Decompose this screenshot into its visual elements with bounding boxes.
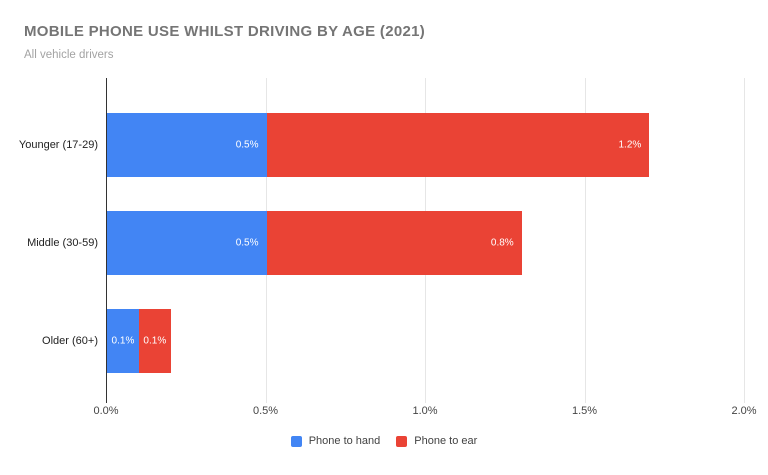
bar-value-label: 1.2% xyxy=(618,139,642,151)
bar-value-label: 0.1% xyxy=(143,335,167,347)
bar-segment-phone-to-hand[interactable]: 0.1% xyxy=(107,309,139,373)
legend-swatch-phone-to-hand xyxy=(290,435,302,447)
legend-swatch-phone-to-ear xyxy=(396,435,408,447)
gridline-2.0% xyxy=(744,78,745,403)
bar-segment-phone-to-ear[interactable]: 1.2% xyxy=(266,113,650,177)
category-label: Younger (17-29) xyxy=(18,139,98,151)
x-axis-tick-label: 0.5% xyxy=(252,405,279,417)
bar-segment-phone-to-ear[interactable]: 0.1% xyxy=(138,309,171,373)
bar-value-label: 0.5% xyxy=(235,237,259,249)
gridline-1.5% xyxy=(584,78,586,403)
bar-value-label: 0.1% xyxy=(111,335,135,347)
chart-title: MOBILE PHONE USE WHILST DRIVING BY AGE (… xyxy=(24,23,426,40)
legend: Phone to hand Phone to ear xyxy=(0,435,768,447)
x-axis-tick-label: 1.0% xyxy=(412,405,438,417)
bar-value-label: 0.8% xyxy=(490,237,514,249)
x-axis-tick-label: 2.0% xyxy=(731,405,757,417)
category-label: Middle (30-59) xyxy=(27,237,98,249)
x-axis-tick-label: 1.5% xyxy=(571,405,598,417)
legend-item-phone-to-hand[interactable]: Phone to hand xyxy=(290,435,381,447)
bar-segment-phone-to-hand[interactable]: 0.5% xyxy=(107,211,267,275)
legend-label-phone-to-hand: Phone to hand xyxy=(308,435,381,447)
legend-label-phone-to-ear: Phone to ear xyxy=(414,435,478,447)
category-label: Older (60+) xyxy=(42,335,98,347)
chart-subtitle: All vehicle drivers xyxy=(24,49,114,61)
bar-value-label: 0.5% xyxy=(235,139,259,151)
bar-segment-phone-to-ear[interactable]: 0.8% xyxy=(266,211,522,275)
legend-item-phone-to-ear[interactable]: Phone to ear xyxy=(396,435,477,447)
x-axis-tick-label: 0.0% xyxy=(93,405,119,417)
bar-segment-phone-to-hand[interactable]: 0.5% xyxy=(107,113,267,177)
plot-area: 0.5% 1.2% 0.5% 0.8% 0.1% 0.1% xyxy=(106,78,745,403)
